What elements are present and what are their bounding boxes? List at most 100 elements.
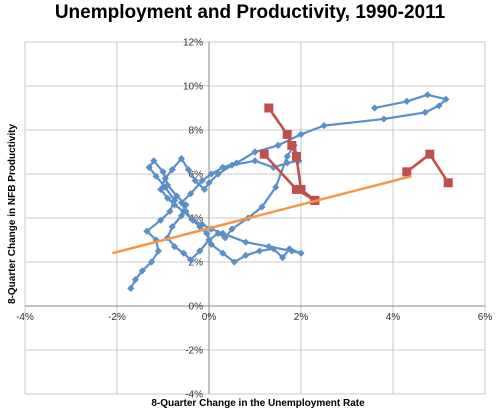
series-point: [371, 104, 379, 112]
series-point: [200, 185, 208, 193]
series-point: [170, 201, 179, 209]
trend-line-segment: [112, 174, 412, 255]
series-point: [157, 185, 165, 193]
series-point: [258, 203, 266, 211]
y-tick-label: 10%: [183, 82, 203, 93]
series-point: [219, 163, 227, 171]
series-point: [279, 254, 287, 262]
series-point: [230, 258, 238, 266]
series-point: [228, 225, 236, 233]
y-tick-label: 8%: [189, 126, 204, 137]
series-point: [219, 249, 227, 257]
series-point: [380, 115, 388, 123]
y-tick-label: 2%: [189, 258, 204, 269]
series-point: [145, 163, 153, 171]
series-point: [184, 166, 192, 174]
trend-line: [112, 174, 412, 255]
series-point: [214, 229, 222, 237]
series-point: [269, 245, 277, 253]
series-point: [265, 243, 273, 251]
highlight-point: [402, 167, 412, 177]
series-point: [177, 155, 185, 163]
y-tick-label: 6%: [189, 170, 204, 181]
series-point: [205, 179, 213, 187]
highlight-point: [443, 178, 453, 188]
series-point: [168, 223, 176, 231]
series-point: [203, 229, 211, 237]
series-point: [269, 163, 277, 171]
series-point: [154, 247, 162, 255]
series-point: [164, 181, 172, 189]
series-point: [131, 276, 139, 284]
highlight-point: [425, 149, 435, 159]
x-tick-label: 0%: [202, 312, 217, 323]
x-tick-label: 6%: [478, 312, 493, 323]
gridlines: [24, 41, 486, 395]
series-point: [285, 245, 294, 253]
series-point: [242, 238, 250, 246]
series-point: [196, 223, 204, 231]
series-point: [320, 122, 328, 130]
data-series: [127, 91, 450, 292]
series-point: [157, 216, 165, 224]
series-point: [272, 183, 280, 191]
series-point: [297, 249, 305, 257]
series-point: [152, 172, 160, 180]
series-point: [159, 168, 167, 176]
axes: [25, 42, 485, 394]
highlight-point: [291, 151, 301, 161]
series-point: [182, 207, 190, 215]
series-point: [187, 256, 195, 264]
series-point: [242, 251, 250, 259]
highlight-point: [282, 129, 292, 139]
series-point: [143, 227, 151, 235]
y-axis-label: 8-Quarter Change in NFB Productivity: [7, 124, 18, 304]
series-point: [170, 243, 179, 251]
series-point: [147, 258, 156, 266]
series-point: [207, 240, 215, 248]
y-tick-label: 0%: [189, 302, 204, 313]
y-tick-label: -2%: [185, 346, 203, 357]
series-point: [297, 130, 305, 138]
series-point: [198, 177, 206, 185]
series-line: [129, 93, 447, 289]
series-point: [256, 247, 264, 255]
series-point: [214, 170, 222, 178]
y-tick-label: 12%: [183, 38, 203, 49]
series-point: [150, 157, 158, 165]
series-point: [423, 91, 432, 99]
series-point: [187, 190, 195, 198]
highlight-point: [264, 103, 274, 113]
highlight-point: [259, 149, 269, 159]
series-point: [189, 216, 197, 224]
series-point: [138, 267, 146, 275]
x-axis-label: 8-Quarter Change in the Unemployment Rat…: [151, 398, 365, 409]
series-point: [435, 102, 443, 110]
series-point: [251, 148, 259, 156]
x-tick-label: 4%: [386, 312, 401, 323]
x-tick-label: 2%: [294, 312, 309, 323]
series-point: [161, 174, 169, 182]
series-point: [196, 247, 204, 255]
highlight-point: [287, 140, 297, 150]
series-point: [127, 284, 135, 292]
series-point: [168, 166, 176, 174]
y-tick-label: 4%: [189, 214, 204, 225]
series-point: [166, 207, 174, 215]
series-point: [283, 159, 291, 167]
chart-title: Unemployment and Productivity, 1990-2011: [54, 2, 446, 23]
series-point: [177, 199, 185, 207]
series-point: [180, 249, 188, 257]
x-tick-label: -4%: [16, 312, 34, 323]
x-tick-label: -2%: [108, 312, 126, 323]
series-point: [442, 95, 450, 103]
series-point: [164, 194, 172, 202]
series-point: [403, 97, 411, 105]
series-point: [173, 192, 181, 200]
series-point: [283, 152, 291, 160]
series-point: [191, 177, 199, 185]
series-point: [219, 229, 227, 237]
highlight-point: [296, 184, 306, 194]
y-tick-label: -4%: [185, 390, 203, 401]
